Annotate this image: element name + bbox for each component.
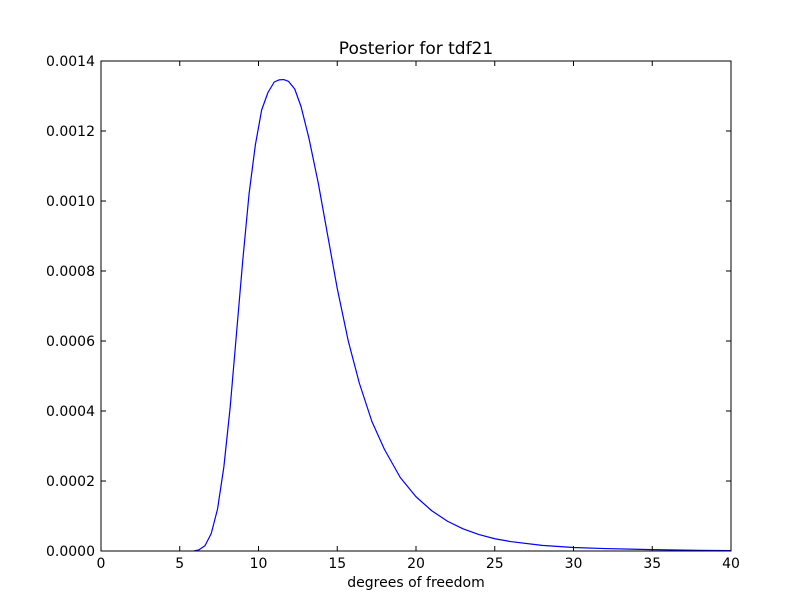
y-tick-label: 0.0010 — [46, 194, 95, 210]
plot-area: 0 5 10 15 20 25 30 35 40 0.0000 0.0002 0.0004 0.0006… — [46, 54, 740, 572]
y-tick-label: 0.0012 — [46, 124, 95, 140]
y-tick-label: 0.0008 — [46, 264, 95, 280]
x-tick-label: 40 — [722, 556, 740, 572]
x-tick-label: 30 — [565, 556, 583, 572]
chart-title: Posterior for tdf21 — [339, 39, 493, 59]
x-axis-label: degrees of freedom — [347, 575, 484, 591]
series-line-0 — [193, 78, 731, 551]
y-tick-label: 0.0014 — [46, 54, 95, 70]
y-tick-label: 0.0000 — [46, 544, 95, 560]
y-tick-label: 0.0004 — [46, 404, 95, 420]
x-tick-label: 5 — [175, 556, 184, 572]
x-tick-label: 25 — [486, 556, 504, 572]
x-tick-label: 15 — [328, 556, 346, 572]
x-tick-label: 0 — [97, 556, 106, 572]
x-tick-label: 20 — [407, 556, 425, 572]
y-tick-label: 0.0002 — [46, 474, 95, 490]
y-tick-label: 0.0006 — [46, 334, 95, 350]
x-tick-label: 35 — [643, 556, 661, 572]
x-tick-label: 10 — [250, 556, 268, 572]
